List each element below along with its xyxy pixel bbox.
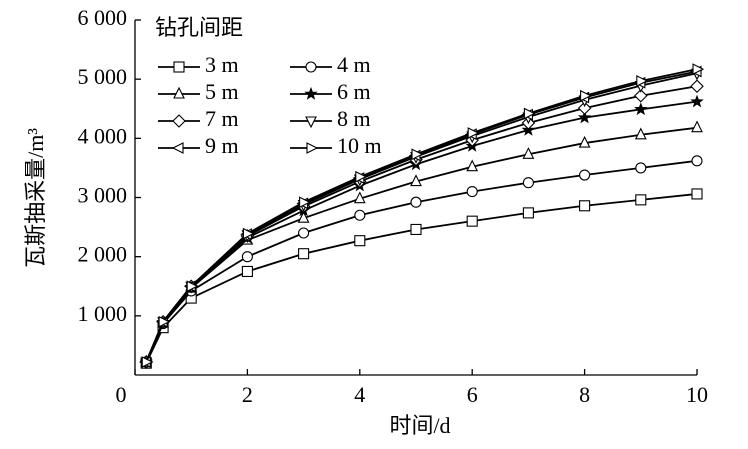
- data-point: [297, 210, 310, 223]
- legend-label: 4 m: [337, 52, 371, 77]
- data-point: [354, 209, 366, 221]
- data-point: [410, 223, 422, 235]
- data-point: [299, 196, 311, 209]
- legend-label: 9 m: [205, 133, 239, 158]
- legend-label: 8 m: [337, 106, 371, 131]
- data-point: [242, 227, 255, 240]
- legend-label: 6 m: [337, 79, 371, 104]
- data-point: [690, 79, 704, 94]
- legend-label: 10 m: [337, 133, 382, 158]
- data-point: [141, 356, 154, 368]
- data-point: [691, 120, 703, 133]
- series-line: [145, 193, 698, 364]
- x-tick-label: 10: [686, 382, 708, 407]
- data-point: [522, 207, 534, 219]
- x-axis-label: 时间/d: [389, 413, 450, 438]
- data-point: [692, 63, 705, 75]
- data-point: [186, 280, 199, 293]
- data-point: [411, 148, 424, 161]
- legend-marker: [305, 116, 317, 129]
- data-point: [635, 194, 647, 206]
- y-tick-label: 5 000: [78, 64, 128, 89]
- data-point: [410, 196, 422, 208]
- data-point: [577, 110, 592, 124]
- legend-title: 钻孔间距: [155, 15, 243, 40]
- data-point: [579, 200, 591, 212]
- x-tick-label: 4: [354, 382, 365, 407]
- data-point: [634, 102, 648, 116]
- y-tick-label: 1 000: [78, 301, 128, 326]
- data-point: [410, 174, 422, 187]
- data-point: [690, 94, 704, 108]
- data-point: [634, 127, 647, 140]
- data-point: [355, 170, 368, 183]
- data-point: [353, 191, 366, 204]
- x-tick-label: 6: [467, 382, 478, 407]
- data-point: [691, 155, 703, 167]
- data-point: [578, 135, 591, 148]
- data-point: [158, 315, 171, 328]
- data-point: [522, 147, 535, 159]
- legend-label: 5 m: [205, 79, 239, 104]
- legend-label: 3 m: [205, 52, 239, 77]
- x-tick-label: 0: [116, 382, 127, 407]
- data-point: [466, 159, 479, 172]
- data-point: [354, 235, 366, 247]
- data-point: [466, 215, 478, 227]
- data-point: [634, 88, 648, 103]
- data-point: [580, 89, 592, 102]
- series-line: [145, 159, 698, 363]
- data-point: [241, 251, 253, 263]
- legend-marker: [304, 86, 318, 100]
- data-point: [298, 227, 310, 239]
- y-axis-label: 瓦斯抽采量/m³: [23, 128, 48, 268]
- data-point: [635, 162, 647, 174]
- y-tick-label: 6 000: [78, 5, 128, 30]
- legend-marker: [171, 142, 184, 154]
- data-point: [579, 169, 591, 181]
- y-tick-label: 4 000: [78, 123, 128, 148]
- data-point: [522, 177, 534, 189]
- data-point: [466, 186, 478, 198]
- data-point: [467, 127, 480, 139]
- series-line: [145, 68, 698, 363]
- x-tick-label: 8: [579, 382, 590, 407]
- legend-marker: [173, 61, 185, 73]
- legend-marker: [173, 86, 185, 99]
- legend-marker: [172, 114, 186, 128]
- legend-label: 7 m: [205, 106, 239, 131]
- data-point: [241, 265, 253, 278]
- data-point: [691, 188, 703, 200]
- y-tick-label: 3 000: [78, 183, 128, 208]
- data-point: [298, 248, 310, 260]
- legend-marker: [305, 61, 317, 73]
- x-tick-label: 2: [242, 382, 253, 407]
- legend-marker: [306, 142, 319, 154]
- data-point: [523, 107, 536, 120]
- data-point: [636, 75, 649, 87]
- data-point: [577, 101, 592, 115]
- y-tick-label: 2 000: [78, 242, 128, 267]
